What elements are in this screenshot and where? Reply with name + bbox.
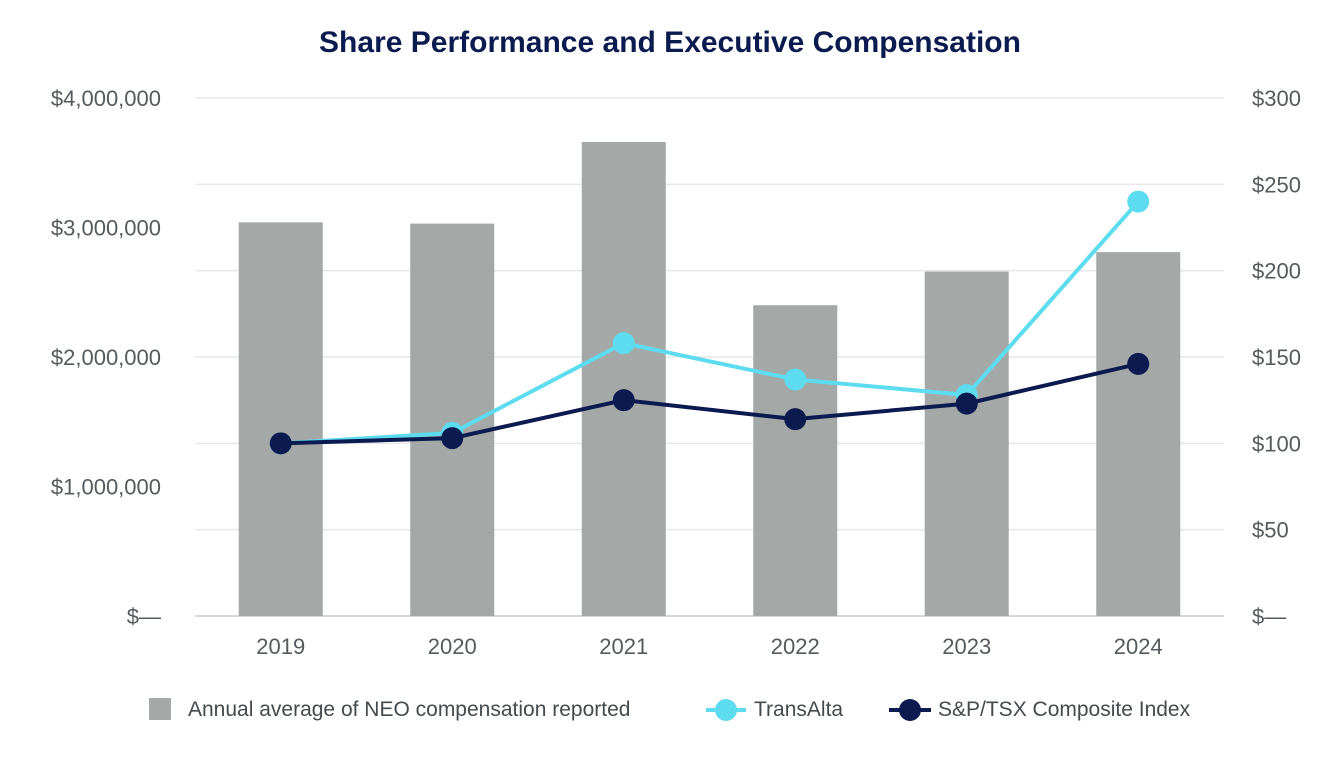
data-point <box>784 368 807 391</box>
chart-title: Share Performance and Executive Compensa… <box>319 26 1021 59</box>
legend-label-transalta: TransAlta <box>754 698 843 721</box>
data-point <box>441 427 464 450</box>
x-tick-label: 2021 <box>599 634 648 659</box>
bar <box>238 222 323 616</box>
x-tick-label: 2024 <box>1114 634 1163 659</box>
legend-marker-sp-tsx <box>899 699 921 721</box>
right-axis: $— $50 $100 $150 $200 $250 $300 <box>1252 86 1301 629</box>
left-axis: $— $1,000,000 $2,000,000 $3,000,000 $4,000,0… <box>51 86 161 629</box>
data-point <box>955 392 978 415</box>
x-axis: 2019 2020 2021 2022 2023 2024 <box>256 634 1162 659</box>
line-series <box>269 190 1150 455</box>
data-point <box>1127 190 1150 213</box>
right-tick-label: $200 <box>1252 259 1301 284</box>
x-tick-label: 2022 <box>771 634 820 659</box>
left-tick-label: $4,000,000 <box>51 86 161 111</box>
x-tick-label: 2023 <box>942 634 991 659</box>
legend-label-sp-tsx: S&P/TSX Composite Index <box>938 698 1191 721</box>
data-point <box>269 432 292 455</box>
series-line <box>280 200 1140 446</box>
series-transalta <box>269 190 1150 455</box>
data-point <box>784 408 807 431</box>
right-tick-label: $— <box>1252 604 1286 629</box>
bar <box>581 142 666 616</box>
legend-marker-transalta <box>715 699 737 721</box>
left-tick-label: $2,000,000 <box>51 345 161 370</box>
x-tick-label: 2020 <box>428 634 477 659</box>
data-point <box>1127 352 1150 375</box>
series-line <box>280 361 1139 446</box>
legend: Annual average of NEO compensation repor… <box>149 698 1191 721</box>
bar <box>753 305 838 616</box>
left-tick-label: $— <box>127 604 161 629</box>
bar-series <box>238 142 1181 617</box>
data-point <box>612 332 635 355</box>
right-tick-label: $300 <box>1252 86 1301 111</box>
right-tick-label: $250 <box>1252 172 1301 197</box>
gridlines <box>195 97 1224 617</box>
data-point <box>612 389 635 412</box>
bar <box>1096 252 1181 617</box>
series-s-p-tsx-composite-index <box>269 352 1150 455</box>
x-tick-label: 2019 <box>256 634 305 659</box>
left-tick-label: $3,000,000 <box>51 216 161 241</box>
right-tick-label: $50 <box>1252 518 1289 543</box>
right-tick-label: $100 <box>1252 431 1301 456</box>
legend-swatch-neo-compensation <box>149 698 171 720</box>
right-tick-label: $150 <box>1252 345 1301 370</box>
left-tick-label: $1,000,000 <box>51 475 161 500</box>
legend-label-neo-compensation: Annual average of NEO compensation repor… <box>188 698 630 721</box>
bar <box>924 271 1009 616</box>
